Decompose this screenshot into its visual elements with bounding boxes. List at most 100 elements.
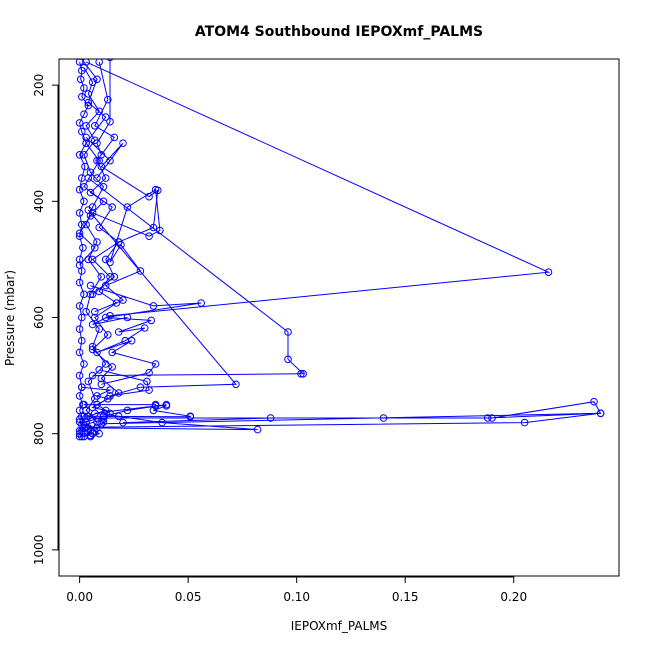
data-point (95, 325, 103, 333)
data-point (80, 151, 88, 159)
data-point (297, 370, 305, 378)
data-point (136, 383, 145, 392)
data-point (106, 156, 114, 165)
series-line (90, 285, 202, 385)
data-point (108, 348, 116, 357)
series-14 (75, 59, 110, 270)
x-tick-label: 0.20 (500, 590, 527, 604)
data-point (75, 261, 84, 270)
data-point (110, 133, 119, 142)
y-tick-label: 600 (32, 306, 46, 329)
y-tick-label: 1000 (32, 535, 46, 566)
data-point (75, 348, 84, 357)
series-line (87, 177, 305, 377)
data-point (104, 331, 112, 339)
data-point (483, 414, 492, 422)
data-point (84, 98, 93, 107)
data-point (78, 313, 86, 322)
data-point (88, 371, 97, 380)
series-line (92, 188, 161, 313)
data-point (99, 415, 108, 424)
data-point (86, 188, 95, 197)
y-tick-label: 200 (32, 74, 46, 97)
data-point (97, 273, 106, 281)
data-point (123, 203, 132, 211)
data-point (114, 412, 123, 421)
series-15 (93, 59, 114, 159)
data-point (590, 397, 598, 406)
data-point (79, 244, 87, 252)
data-point (596, 409, 605, 418)
data-point (97, 151, 106, 159)
data-point (266, 414, 275, 422)
data-point (143, 377, 151, 386)
data-point (108, 203, 116, 211)
data-point (82, 220, 90, 229)
data-point (104, 395, 112, 403)
data-point (88, 290, 97, 299)
data-point (119, 139, 127, 147)
data-point (78, 336, 86, 345)
data-point (232, 380, 240, 389)
series-13 (75, 383, 114, 441)
data-point (101, 406, 110, 415)
data-point (520, 418, 529, 427)
data-point (86, 290, 95, 299)
data-point (106, 312, 114, 320)
data-point (82, 414, 90, 422)
data-point (93, 75, 101, 84)
data-point (145, 368, 153, 377)
data-point (101, 113, 110, 121)
data-point (75, 392, 84, 400)
data-point (95, 366, 103, 374)
data-point (80, 400, 88, 409)
data-point (119, 418, 127, 427)
data-point (86, 431, 95, 440)
plot-area (75, 59, 605, 441)
y-tick-label: 800 (32, 422, 46, 445)
data-point (123, 406, 132, 415)
data-point (147, 316, 155, 325)
series-line (79, 386, 112, 438)
data-point (84, 174, 93, 182)
data-point (299, 370, 308, 378)
data-point (93, 424, 101, 432)
data-point (88, 403, 97, 412)
data-point (284, 355, 292, 364)
x-tick-label: 0.00 (66, 590, 93, 604)
data-point (114, 328, 123, 336)
data-point (93, 348, 101, 357)
y-axis: 200 400 600 800 1000 (32, 74, 59, 565)
data-point (145, 232, 153, 240)
data-point (80, 110, 88, 118)
data-point (86, 212, 95, 220)
series-7 (84, 174, 308, 380)
data-point (97, 380, 106, 389)
data-point (101, 313, 110, 322)
data-point (114, 389, 123, 397)
data-point (80, 197, 88, 206)
data-point (104, 95, 112, 104)
data-point (78, 383, 86, 392)
data-point (544, 268, 553, 277)
data-point (197, 299, 205, 307)
data-point (78, 93, 86, 101)
data-point (99, 197, 108, 206)
data-point (76, 75, 85, 84)
x-axis-label: IEPOXmf_PALMS (291, 619, 388, 633)
data-point (149, 223, 158, 232)
data-point (93, 392, 101, 400)
data-point (75, 325, 84, 333)
data-point (91, 313, 99, 322)
x-tick-label: 0.15 (392, 590, 419, 604)
data-point (91, 244, 99, 252)
data-point (93, 174, 101, 182)
data-point (80, 183, 88, 191)
data-point (151, 360, 160, 368)
data-point (75, 229, 84, 238)
data-point (97, 420, 106, 428)
data-point (253, 425, 262, 434)
data-point (91, 122, 99, 130)
data-point (106, 258, 114, 267)
